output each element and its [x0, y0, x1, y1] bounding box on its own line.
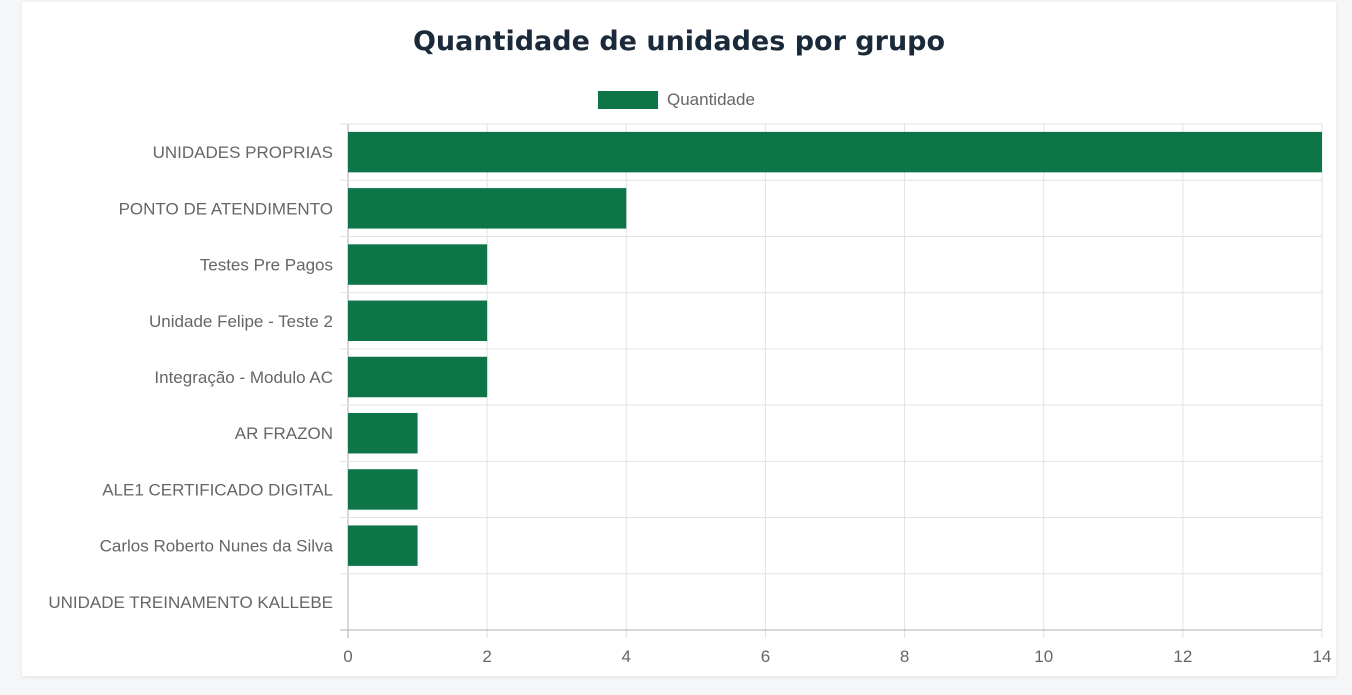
chart-card: Quantidade de unidades por grupo Quantid…	[22, 2, 1336, 676]
y-category-label: ALE1 CERTIFICADO DIGITAL	[102, 480, 333, 499]
x-tick-label: 0	[343, 647, 352, 666]
legend-swatch	[598, 91, 658, 109]
bar[interactable]	[348, 412, 418, 454]
bar[interactable]	[348, 188, 627, 229]
x-tick-label: 4	[622, 647, 631, 666]
bar-chart: 0 2 4 6 8 10 12 14 UNIDADES PROPRIAS PONTO DE ATE…	[48, 123, 1332, 666]
y-category-label: UNIDADES PROPRIAS	[153, 143, 333, 162]
bar[interactable]	[348, 469, 418, 510]
bar[interactable]	[348, 356, 488, 398]
bar[interactable]	[348, 244, 488, 285]
x-tick-label: 8	[900, 647, 909, 666]
x-tick-label: 14	[1313, 647, 1332, 666]
legend-label: Quantidade	[667, 90, 755, 109]
y-category-label: Testes Pre Pagos	[200, 256, 333, 275]
x-tick-label: 2	[482, 647, 491, 666]
x-tick-label: 10	[1034, 647, 1053, 666]
bar[interactable]	[348, 131, 1322, 173]
y-category-label: Integração - Modulo AC	[154, 368, 333, 387]
legend[interactable]: Quantidade	[598, 90, 755, 110]
bar[interactable]	[348, 525, 418, 566]
x-tick-label: 12	[1173, 647, 1192, 666]
y-category-label: PONTO DE ATENDIMENTO	[119, 199, 333, 218]
bar[interactable]	[348, 300, 488, 342]
y-category-label: UNIDADE TREINAMENTO KALLEBE	[48, 593, 333, 612]
y-category-label: Carlos Roberto Nunes da Silva	[100, 537, 334, 556]
chart-title: Quantidade de unidades por grupo	[412, 26, 946, 57]
x-tick-label: 6	[761, 647, 770, 666]
y-category-label: Unidade Felipe - Teste 2	[149, 312, 333, 331]
y-category-label: AR FRAZON	[235, 424, 333, 443]
